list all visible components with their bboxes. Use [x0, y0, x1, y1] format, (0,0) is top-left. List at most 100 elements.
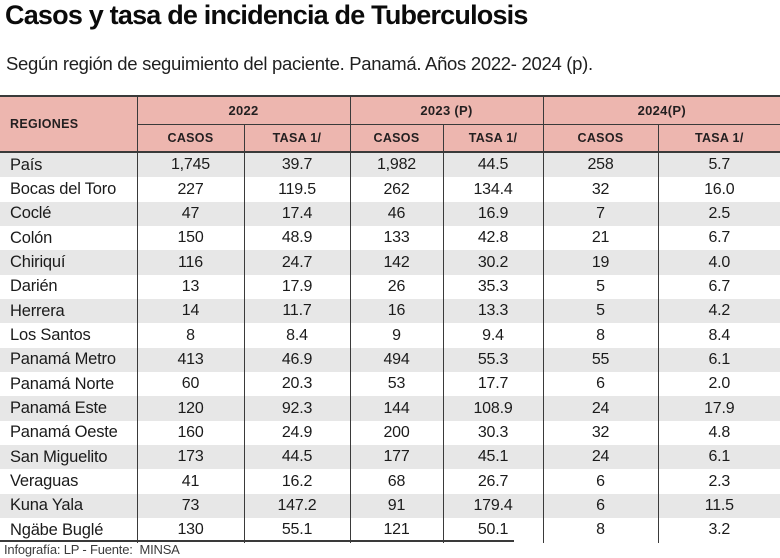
- tasa-value: 45.1: [442, 445, 544, 470]
- casos-value: 1,982: [349, 152, 443, 178]
- tasa-value: 17.7: [442, 372, 544, 397]
- table-row: Veraguas 41 16.2 68 26.7 6 2.3: [0, 469, 780, 494]
- tasa-value: 9.4: [442, 323, 544, 348]
- casos-value: 46: [349, 201, 443, 227]
- tasa-value: 134.4: [442, 177, 544, 202]
- casos-value: 13: [136, 274, 244, 300]
- tasa-value: 39.7: [243, 152, 350, 178]
- casos-value: 173: [136, 445, 244, 470]
- casos-value: 32: [542, 177, 659, 202]
- casos-value: 142: [349, 250, 443, 275]
- casos-value: 8: [542, 323, 659, 348]
- table-row: Panamá Este 120 92.3 144 108.9 24 17.9: [0, 396, 780, 421]
- tasa-value: 92.3: [243, 396, 350, 421]
- casos-value: 5: [542, 299, 659, 324]
- tasa-value: 13.3: [442, 299, 544, 324]
- column-header-tasa-2023: TASA 1/: [442, 124, 544, 153]
- tasa-value: 50.1: [442, 518, 544, 543]
- tasa-value: 16.2: [243, 469, 350, 494]
- region-name: Panamá Oeste: [10, 423, 118, 442]
- column-header-tasa-2024: TASA 1/: [657, 124, 780, 153]
- casos-value: 133: [349, 226, 443, 251]
- region-name: Los Santos: [10, 326, 91, 345]
- casos-value: 227: [136, 177, 244, 202]
- casos-value: 144: [349, 396, 443, 421]
- region-name: San Miguelito: [10, 447, 108, 466]
- page-title: Casos y tasa de incidencia de Tuberculos…: [5, 0, 528, 30]
- tasa-value: 44.5: [243, 445, 350, 470]
- region-name: Kuna Yala: [10, 496, 83, 515]
- casos-value: 68: [349, 469, 443, 494]
- tasa-value: 6.7: [657, 226, 780, 251]
- tasa-value: 26.7: [442, 469, 544, 494]
- casos-value: 494: [349, 347, 443, 373]
- tasa-value: 20.3: [243, 372, 350, 397]
- tasa-value: 179.4: [442, 493, 544, 519]
- casos-value: 19: [542, 250, 659, 275]
- casos-value: 60: [136, 372, 244, 397]
- tasa-value: 4.8: [657, 420, 780, 446]
- tasa-value: 2.3: [657, 469, 780, 494]
- casos-value: 130: [136, 518, 244, 543]
- tasa-value: 2.5: [657, 201, 780, 227]
- casos-value: 26: [349, 274, 443, 300]
- casos-value: 120: [136, 396, 244, 421]
- casos-value: 6: [542, 493, 659, 519]
- casos-value: 8: [136, 323, 244, 348]
- region-name: Veraguas: [10, 472, 79, 491]
- table-row: Bocas del Toro 227 119.5 262 134.4 32 16.0: [0, 177, 780, 202]
- table-row: Herrera 14 11.7 16 13.3 5 4.2: [0, 299, 780, 324]
- column-header-tasa-2022: TASA 1/: [243, 124, 350, 153]
- casos-value: 24: [542, 396, 659, 421]
- table-row: Coclé 47 17.4 46 16.9 7 2.5: [0, 201, 780, 227]
- table-bottom-border: [0, 540, 514, 542]
- casos-value: 41: [136, 469, 244, 494]
- tasa-value: 2.0: [657, 372, 780, 397]
- casos-value: 55: [542, 347, 659, 373]
- casos-value: 413: [136, 347, 244, 373]
- tasa-value: 119.5: [243, 177, 350, 202]
- table-row: Ngäbe Buglé 130 55.1 121 50.1 8 3.2: [0, 518, 780, 543]
- tasa-value: 6.1: [657, 445, 780, 470]
- column-group-2022: 2022: [136, 96, 350, 125]
- column-header-regiones: REGIONES: [0, 96, 138, 153]
- casos-value: 262: [349, 177, 443, 202]
- casos-value: 258: [542, 152, 659, 178]
- region-name: Ngäbe Buglé: [10, 520, 104, 539]
- region-name: País: [10, 155, 43, 174]
- column-group-2024: 2024(P): [542, 96, 780, 125]
- casos-value: 1,745: [136, 152, 244, 178]
- tasa-value: 16.0: [657, 177, 780, 202]
- casos-value: 5: [542, 274, 659, 300]
- table-row: Colón 150 48.9 133 42.8 21 6.7: [0, 226, 780, 251]
- casos-value: 160: [136, 420, 244, 446]
- casos-value: 16: [349, 299, 443, 324]
- tasa-value: 11.7: [243, 299, 350, 324]
- tasa-value: 5.7: [657, 152, 780, 178]
- table-row: San Miguelito 173 44.5 177 45.1 24 6.1: [0, 445, 780, 470]
- tuberculosis-data-table: REGIONES 2022 2023 (P) 2024(P) CASOS TAS…: [0, 95, 780, 543]
- table-row: Panamá Oeste 160 24.9 200 30.3 32 4.8: [0, 420, 780, 446]
- year-header-row: REGIONES 2022 2023 (P) 2024(P): [0, 96, 780, 153]
- casos-value: 121: [349, 518, 443, 543]
- casos-value: 150: [136, 226, 244, 251]
- region-name: Panamá Metro: [10, 350, 116, 369]
- table-header: REGIONES 2022 2023 (P) 2024(P) CASOS TAS…: [0, 96, 780, 153]
- tasa-value: 24.7: [243, 250, 350, 275]
- page-subtitle: Según región de seguimiento del paciente…: [6, 53, 593, 74]
- casos-value: 9: [349, 323, 443, 348]
- tasa-value: 8.4: [243, 323, 350, 348]
- tasa-value: 55.3: [442, 347, 544, 373]
- tasa-value: 30.2: [442, 250, 544, 275]
- region-name: Bocas del Toro: [10, 180, 117, 199]
- tasa-value: 6.7: [657, 274, 780, 300]
- casos-value: 6: [542, 372, 659, 397]
- column-header-casos-2023: CASOS: [349, 124, 443, 153]
- region-name: Darién: [10, 277, 58, 296]
- casos-value: 6: [542, 469, 659, 494]
- table-row: Panamá Metro 413 46.9 494 55.3 55 6.1: [0, 347, 780, 373]
- tasa-value: 35.3: [442, 274, 544, 300]
- region-name: Coclé: [10, 204, 52, 223]
- table-body: País 1,745 39.7 1,982 44.5 258 5.7 Bocas del To…: [0, 152, 780, 543]
- table-row: País 1,745 39.7 1,982 44.5 258 5.7: [0, 152, 780, 178]
